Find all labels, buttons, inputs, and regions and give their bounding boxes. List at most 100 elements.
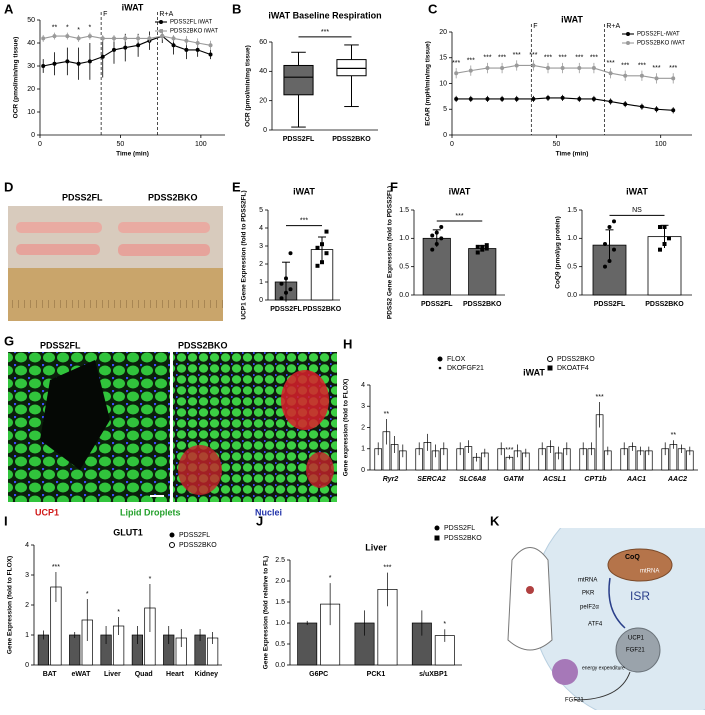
mitochondrion [607,548,673,582]
bar [468,248,497,296]
y-tick-label: 1 [25,632,29,639]
data-point [480,247,485,252]
data-point [485,66,490,71]
significance-label: *** [300,217,308,224]
data-point [591,96,596,101]
fat-pad [526,586,534,594]
legend-marker [159,20,163,24]
data-point [671,76,676,81]
y-tick-label: 2.0 [275,578,285,585]
significance-label: *** [652,65,660,72]
diagram-label: FGF21 [565,698,584,704]
significance-label: *** [513,52,521,59]
x-tick-label: 50 [117,141,125,148]
data-point [531,96,536,101]
y-tick-label: 0 [25,662,29,669]
bar [297,622,318,666]
y-tick-label: 0.0 [399,292,409,299]
panel-letter: E [232,179,241,194]
box [336,59,367,77]
data-point [639,104,644,109]
data-point [434,230,439,235]
y-axis-label: Gene Expression (fold to FLOX) [7,556,14,654]
legend-marker [547,365,553,371]
data-point [87,59,92,64]
marker-label: R+A [159,11,173,18]
legend-label: PDSS2FL [179,532,210,539]
data-point [608,71,613,76]
y-axis-label: PDSS2 Gene Expression (fold to PDSS2FL) [387,186,394,319]
data-point [468,96,473,101]
y-tick-label: 40 [27,40,35,47]
legend-label: PDSS2BKO [444,535,482,542]
x-tick-label: BAT [43,671,58,678]
x-tick-label: PCK1 [367,671,386,678]
chart-title: iWAT [293,186,315,196]
panel-letter: A [4,1,14,16]
data-point [485,96,490,101]
legend-marker [169,532,175,538]
data-point [514,63,519,68]
legend-label: PDSS2BKO iWAT [637,41,685,47]
data-point [658,225,662,229]
x-tick-label: CPT1b [584,476,607,483]
data-point [123,45,128,50]
significance-label: *** [455,213,463,220]
x-tick-label: Liver [104,671,121,678]
ucp1-stain [306,452,334,488]
data-point [484,246,489,251]
data-point [500,66,505,71]
x-tick-label: Quad [135,671,153,678]
panel-letter: F [390,179,398,194]
image-label: PDSS2FL [40,340,81,350]
data-point [279,281,284,286]
isr-arrow [608,577,626,629]
x-tick-label: eWAT [72,671,92,678]
data-point [65,59,70,64]
x-tick-label: G6PC [309,671,328,678]
legend-label: PDSS2FL [444,525,475,532]
legend-label: FLOX [447,356,466,363]
data-point [608,99,613,104]
significance-label: ** [384,411,390,418]
chart-title: iWAT Baseline Respiration [268,10,381,20]
diagram-k: CoQ mtRNA mtRNA PKR peIF2α ISR ATF4 UCP1… [507,528,705,710]
data-point [288,287,293,292]
data-point [171,43,176,48]
data-point [288,251,293,256]
significance-label: *** [452,60,460,67]
y-tick-label: 0.0 [567,292,577,299]
significance-label: *** [559,55,567,62]
data-point [100,54,105,59]
y-tick-label: 3 [259,243,263,250]
data-point [671,108,676,113]
image-label: PDSS2BKO [178,340,228,350]
x-tick-label: 0 [38,141,42,148]
nucleus [615,627,661,673]
data-point [612,247,616,252]
data-point [480,244,485,249]
y-tick-label: 3 [25,572,29,579]
x-tick-label: AAC2 [667,476,687,483]
y-tick-label: 0 [443,132,447,139]
tissue [118,222,210,233]
chart-title: iWAT [449,186,471,196]
significance-label: ** [52,24,58,31]
data-point [654,76,659,81]
y-tick-label: 0.5 [399,264,409,271]
diagram-label: energy expenditure [582,665,625,671]
y-tick-label: 4 [25,542,29,549]
data-point [208,43,213,48]
data-point [475,244,480,249]
data-point [195,41,200,45]
data-point [658,247,662,252]
y-axis-label: ECAR (mpH/min/mg tissue) [425,41,432,126]
data-point [208,52,213,57]
y-tick-label: 5 [443,106,447,113]
significance-label: *** [544,55,552,62]
data-point [514,96,519,101]
y-tick-label: 0.5 [567,264,577,271]
x-tick-label: SLC6A8 [459,476,486,483]
panel-letter: G [4,333,14,348]
